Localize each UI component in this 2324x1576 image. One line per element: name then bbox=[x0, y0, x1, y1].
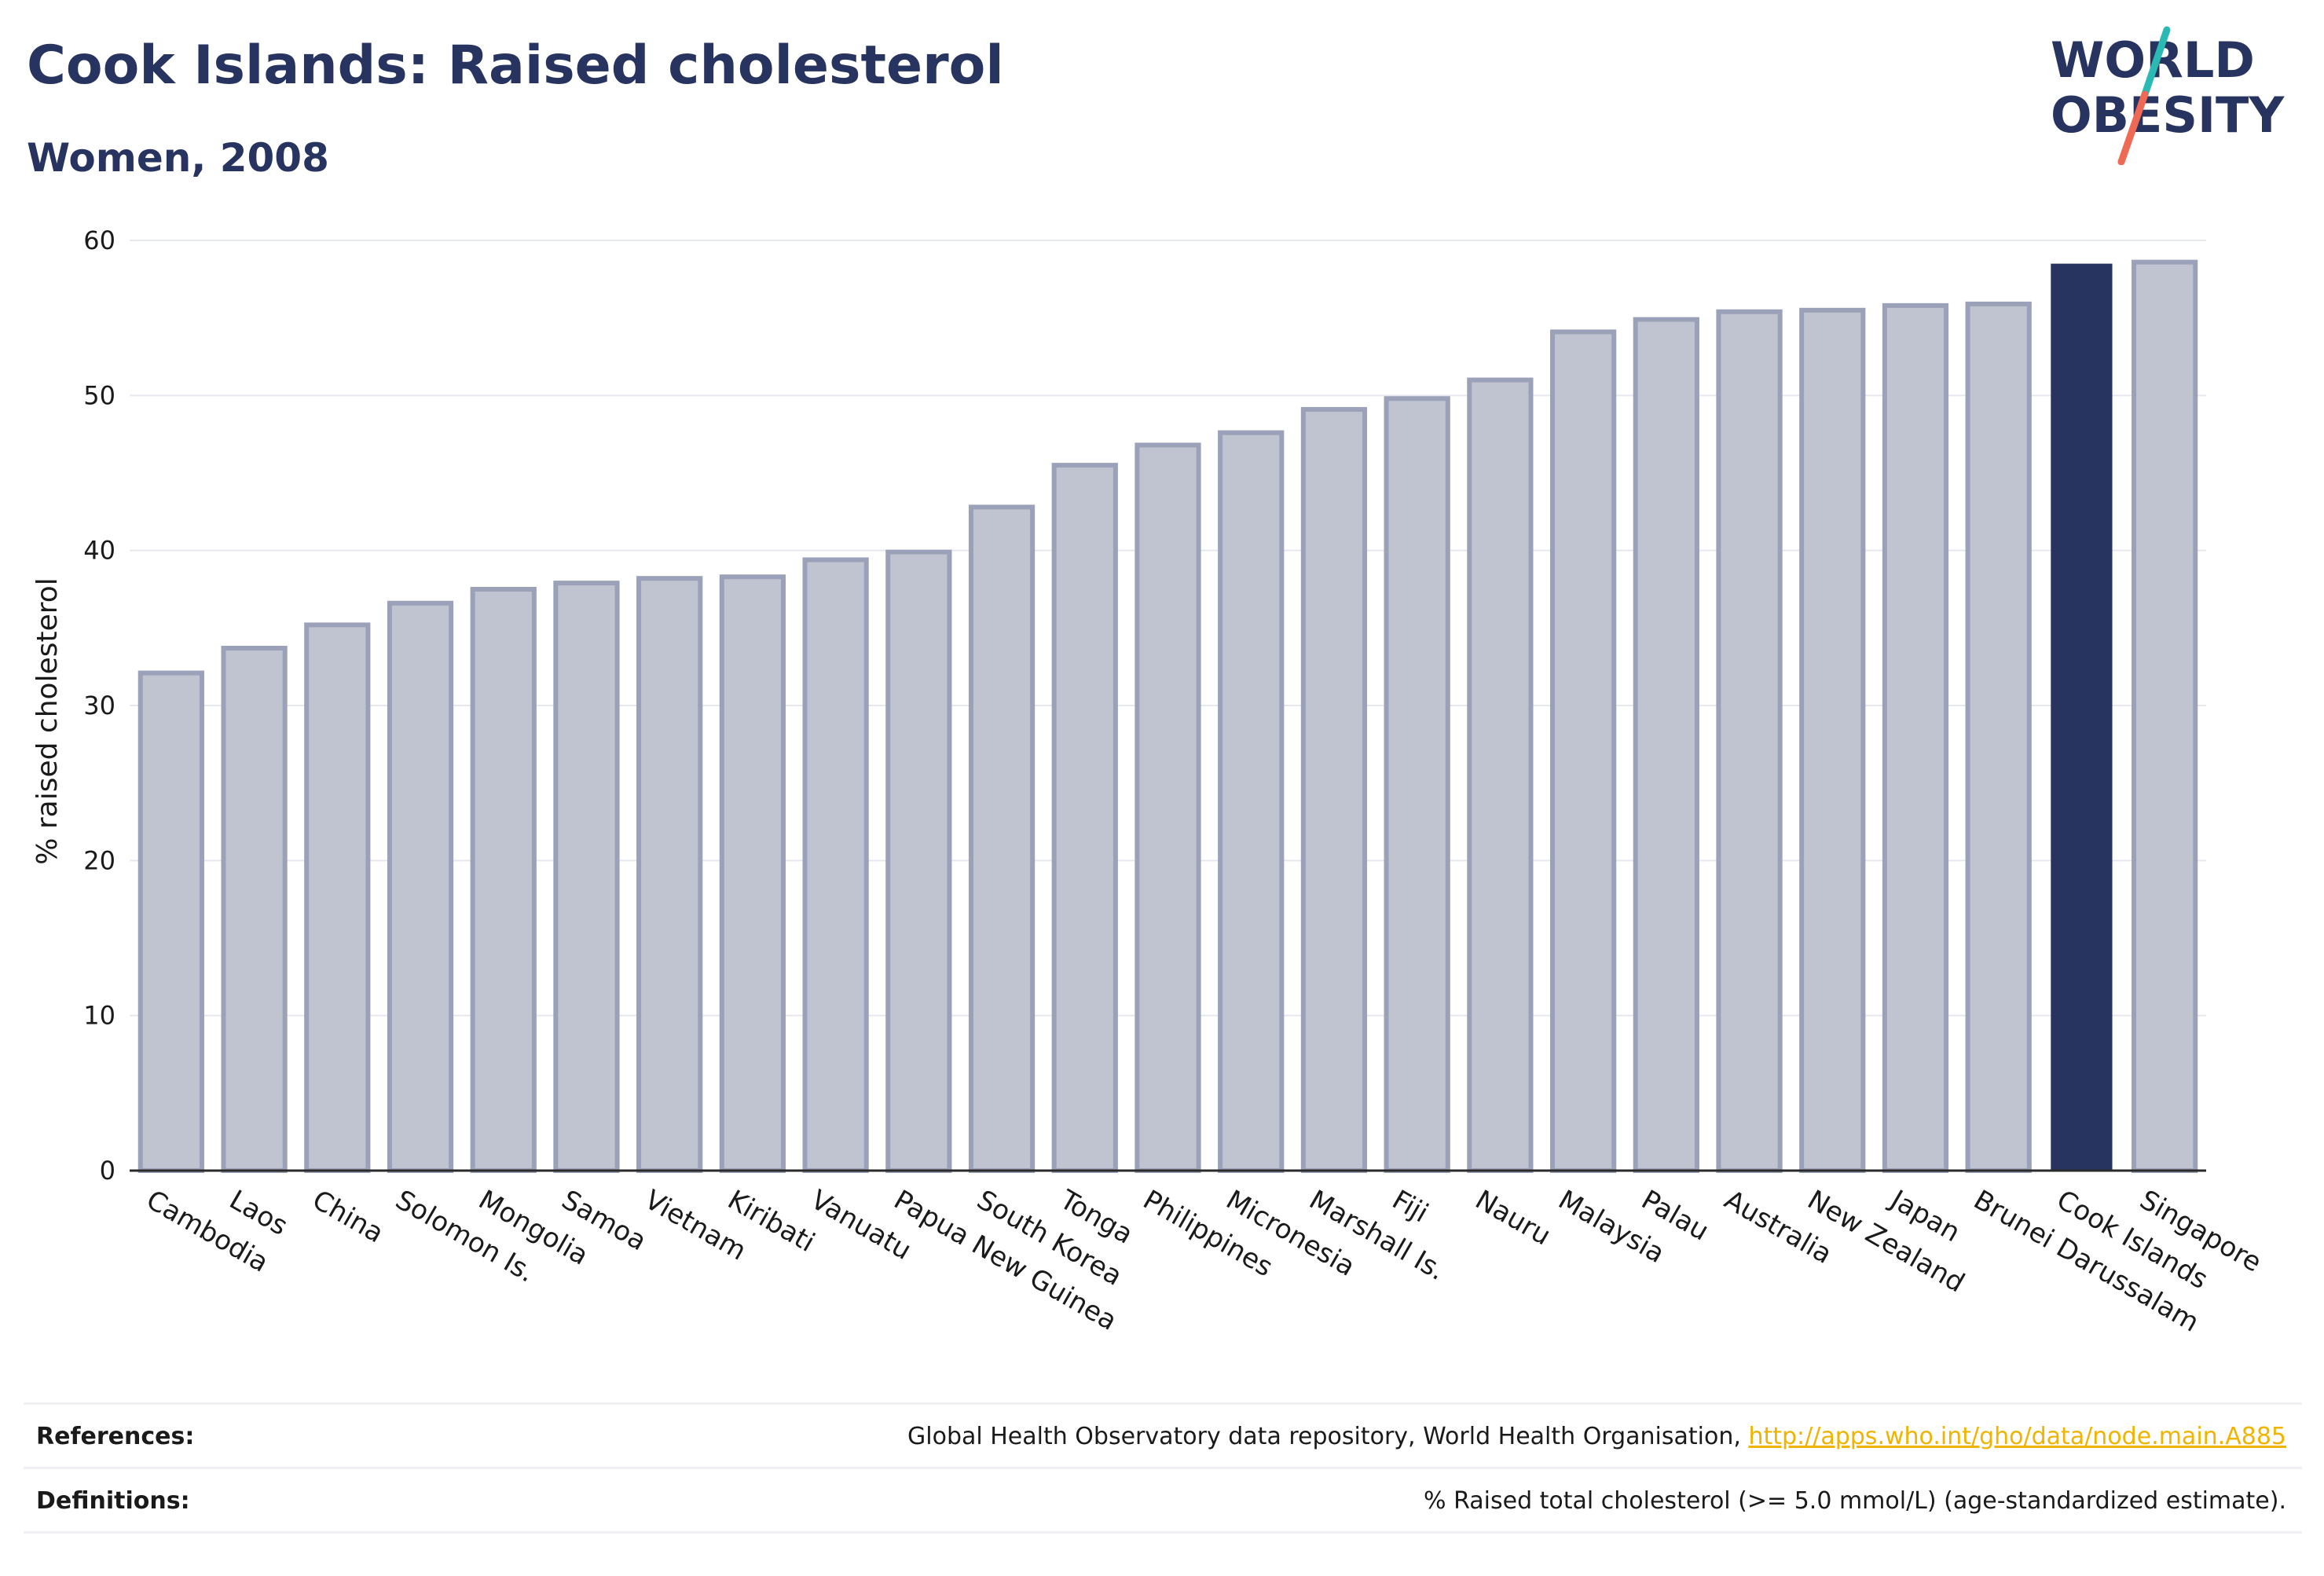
bar-marshall-is bbox=[1300, 407, 1368, 1173]
definitions-row: Definitions: % Raised total cholesterol … bbox=[24, 1467, 2302, 1532]
bar-new-zealand bbox=[1799, 307, 1866, 1173]
bar-kiribati bbox=[719, 574, 786, 1173]
bar-malaysia bbox=[1549, 329, 1617, 1174]
bar-micronesia bbox=[1218, 430, 1285, 1173]
references-text: Global Health Observatory data repositor… bbox=[907, 1422, 1749, 1450]
bar-samoa bbox=[553, 581, 620, 1173]
bar-tonga bbox=[1051, 463, 1118, 1173]
world-obesity-logo: WORLD OBESITY bbox=[2051, 26, 2285, 165]
logo-slash-coral bbox=[2117, 90, 2149, 165]
footer-divider bbox=[24, 1531, 2302, 1534]
bar-australia bbox=[1716, 309, 1783, 1174]
bar-philippines bbox=[1135, 442, 1201, 1173]
bar-cambodia bbox=[137, 670, 204, 1173]
bar-laos bbox=[221, 645, 288, 1173]
y-axis-title: % raised cholesterol bbox=[31, 577, 64, 865]
chart-subtitle: Women, 2008 bbox=[27, 135, 329, 181]
bar-palau bbox=[1633, 317, 1699, 1173]
y-tick-label: 10 bbox=[83, 1001, 115, 1031]
chart-title: Cook Islands: Raised cholesterol bbox=[27, 35, 1004, 97]
y-tick-label: 20 bbox=[83, 845, 115, 875]
logo-line-2: OBESITY bbox=[2051, 86, 2285, 144]
y-tick-label: 0 bbox=[100, 1156, 115, 1186]
bar-cook-islands bbox=[2051, 263, 2113, 1171]
references-row: References: Global Health Observatory da… bbox=[24, 1402, 2302, 1468]
definitions-label: Definitions: bbox=[36, 1486, 190, 1515]
bar-mongolia bbox=[470, 587, 537, 1173]
bar-solomon-is bbox=[387, 600, 454, 1173]
x-tick-label: Fiji bbox=[1387, 1184, 1433, 1229]
bar-papua-new-guinea bbox=[885, 549, 952, 1173]
bar-fiji bbox=[1384, 396, 1450, 1173]
bar-south-korea bbox=[968, 504, 1036, 1173]
references-link[interactable]: http://apps.who.int/gho/data/node.main.A… bbox=[1748, 1422, 2286, 1450]
logo-slash-teal bbox=[2141, 26, 2171, 98]
y-tick-label: 60 bbox=[83, 225, 115, 255]
references-label: References: bbox=[36, 1422, 195, 1450]
bars bbox=[137, 259, 2198, 1174]
y-tick-label: 50 bbox=[83, 380, 115, 410]
bar-singapore bbox=[2132, 259, 2198, 1173]
definitions-text: % Raised total cholesterol (>= 5.0 mmol/… bbox=[1424, 1486, 2286, 1515]
y-tick-label: 40 bbox=[83, 536, 115, 566]
bar-japan bbox=[1882, 302, 1949, 1173]
y-tick-label: 30 bbox=[83, 691, 115, 720]
bar-brunei-darussalam bbox=[1965, 301, 2032, 1174]
references-value: Global Health Observatory data repositor… bbox=[907, 1423, 2302, 1450]
bar-vanuatu bbox=[802, 557, 869, 1173]
bar-vietnam bbox=[636, 576, 703, 1173]
x-tick-label: China bbox=[307, 1184, 389, 1249]
x-tick-label: Nauru bbox=[1470, 1184, 1556, 1252]
bar-china bbox=[304, 622, 371, 1173]
bar-nauru bbox=[1467, 377, 1534, 1174]
y-axis-ticks: 0 10 20 30 40 50 60 bbox=[83, 225, 115, 1186]
